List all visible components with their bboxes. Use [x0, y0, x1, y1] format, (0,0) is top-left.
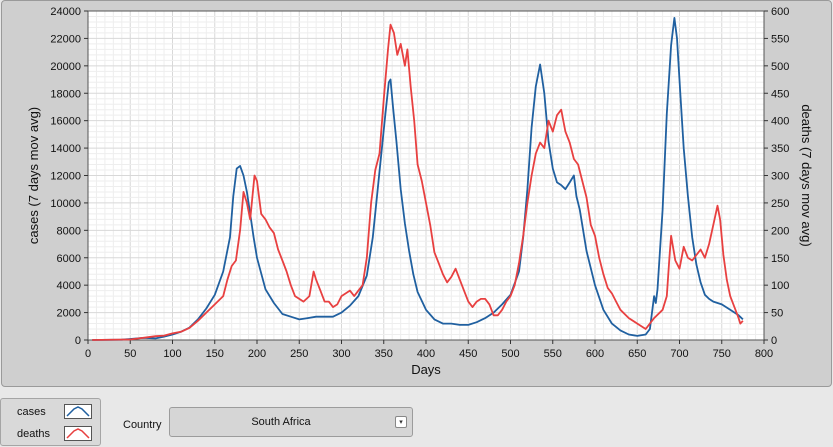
series-line-deaths — [92, 23, 744, 341]
y-left-tick-label: 0 — [75, 335, 81, 347]
y-right-tick-label: 500 — [771, 61, 789, 73]
legend: cases deaths — [0, 398, 101, 446]
legend-label-cases: cases — [17, 406, 46, 418]
x-tick-label: 300 — [332, 348, 350, 360]
y-left-tick-label: 2000 — [57, 308, 81, 320]
x-axis-label: Days — [411, 362, 441, 377]
y-left-tick-label: 10000 — [50, 198, 81, 210]
chart-plot: 0 50 100 150 200 250 300 350 400 450 500 550 600 650 7… — [26, 6, 814, 377]
y-right-tick-label: 350 — [771, 143, 789, 155]
y-left-axis-label: cases (7 days mov avg) — [26, 107, 41, 244]
chart-panel: 0 50 100 150 200 250 300 350 400 450 500 550 600 650 7… — [1, 0, 832, 387]
legend-label-deaths: deaths — [17, 428, 51, 440]
country-label: Country — [123, 419, 162, 431]
y-left-tick-label: 22000 — [50, 33, 81, 45]
x-tick-label: 100 — [163, 348, 181, 360]
y-right-axis-label: deaths (7 days mov avg) — [799, 104, 814, 246]
x-tick-label: 350 — [375, 348, 393, 360]
x-tick-label: 150 — [206, 348, 224, 360]
series-line-cases — [92, 16, 744, 341]
y-right-tick-label: 250 — [771, 198, 789, 210]
legend-swatch-deaths — [64, 426, 92, 441]
x-tick-label: 450 — [459, 348, 477, 360]
y-left-tick-label: 14000 — [50, 143, 81, 155]
y-right-tick-label: 450 — [771, 88, 789, 100]
chevron-down-icon[interactable]: ▾ — [395, 416, 407, 428]
x-tick-label: 250 — [290, 348, 308, 360]
country-select[interactable]: South Africa ▾ — [169, 407, 413, 437]
y-right-tick-label: 300 — [771, 171, 789, 183]
y-right-tick-label: 0 — [771, 335, 777, 347]
x-tick-label: 800 — [755, 348, 773, 360]
y-right-tick-label: 600 — [771, 6, 789, 18]
y-right-tick-label: 150 — [771, 253, 789, 265]
y-right-tick-label: 550 — [771, 33, 789, 45]
y-right-tick-label: 50 — [771, 308, 783, 320]
y-left-tick-label: 20000 — [50, 61, 81, 73]
y-left-tick-label: 12000 — [50, 171, 81, 183]
x-tick-label: 550 — [544, 348, 562, 360]
y-left-tick-label: 8000 — [57, 225, 81, 237]
x-tick-label: 200 — [248, 348, 266, 360]
y-left-tick-label: 4000 — [57, 280, 81, 292]
y-right-tick-label: 100 — [771, 280, 789, 292]
grid — [87, 10, 765, 341]
x-tick-label: 600 — [586, 348, 604, 360]
y-left-tick-label: 16000 — [50, 116, 81, 128]
y-right-tick-label: 200 — [771, 225, 789, 237]
x-tick-label: 750 — [713, 348, 731, 360]
x-tick-label: 650 — [628, 348, 646, 360]
y-left-tick-label: 6000 — [57, 253, 81, 265]
x-tick-label: 50 — [124, 348, 136, 360]
x-tick-label: 0 — [85, 348, 91, 360]
y-left-tick-label: 24000 — [50, 6, 81, 18]
y-right-tick-label: 400 — [771, 116, 789, 128]
country-select-value: South Africa — [251, 416, 311, 428]
x-tick-label: 400 — [417, 348, 435, 360]
legend-swatch-cases — [64, 404, 92, 419]
x-tick-label: 500 — [501, 348, 519, 360]
y-left-tick-label: 18000 — [50, 88, 81, 100]
x-tick-label: 700 — [670, 348, 688, 360]
